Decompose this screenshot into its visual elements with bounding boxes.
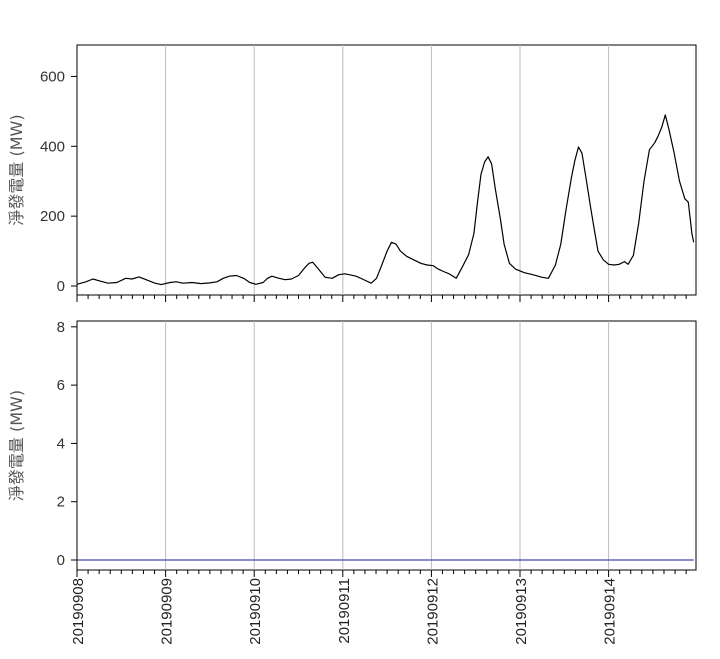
series-line (76, 114, 695, 286)
x-date-label: 20190910 (247, 578, 264, 645)
x-date-label: 20190912 (424, 578, 441, 645)
x-date-label: 20190908 (70, 578, 87, 645)
y-tick-label: 0 (57, 278, 65, 295)
y-tick-label: 0 (57, 552, 65, 569)
x-date-label: 20190909 (159, 578, 176, 645)
y-tick-label: 4 (57, 435, 65, 452)
bottom-panel: 0 2 4 6 8 淨發電量 (MW) (7, 319, 697, 577)
y-tick-label: 2 (57, 494, 65, 511)
top-panel: 0 200 400 600 淨發電量 (MW) (7, 44, 697, 302)
y-tick-label: 400 (40, 138, 65, 155)
x-date-label: 20190914 (602, 578, 619, 645)
y-axis-title: 淨發電量 (MW) (7, 390, 26, 501)
y-tick-label: 8 (57, 319, 65, 336)
y-tick-label: 200 (40, 208, 65, 225)
y-axis-title: 淨發電量 (MW) (7, 114, 26, 225)
plot-frame (76, 320, 697, 571)
x-date-labels: 20190908 20190909 20190910 20190911 20190912… (70, 578, 619, 645)
x-date-label: 20190911 (336, 578, 353, 644)
x-date-label: 20190913 (513, 578, 530, 645)
plot-frame (76, 44, 697, 296)
y-tick-label: 600 (40, 68, 65, 85)
y-tick-label: 6 (57, 377, 65, 394)
